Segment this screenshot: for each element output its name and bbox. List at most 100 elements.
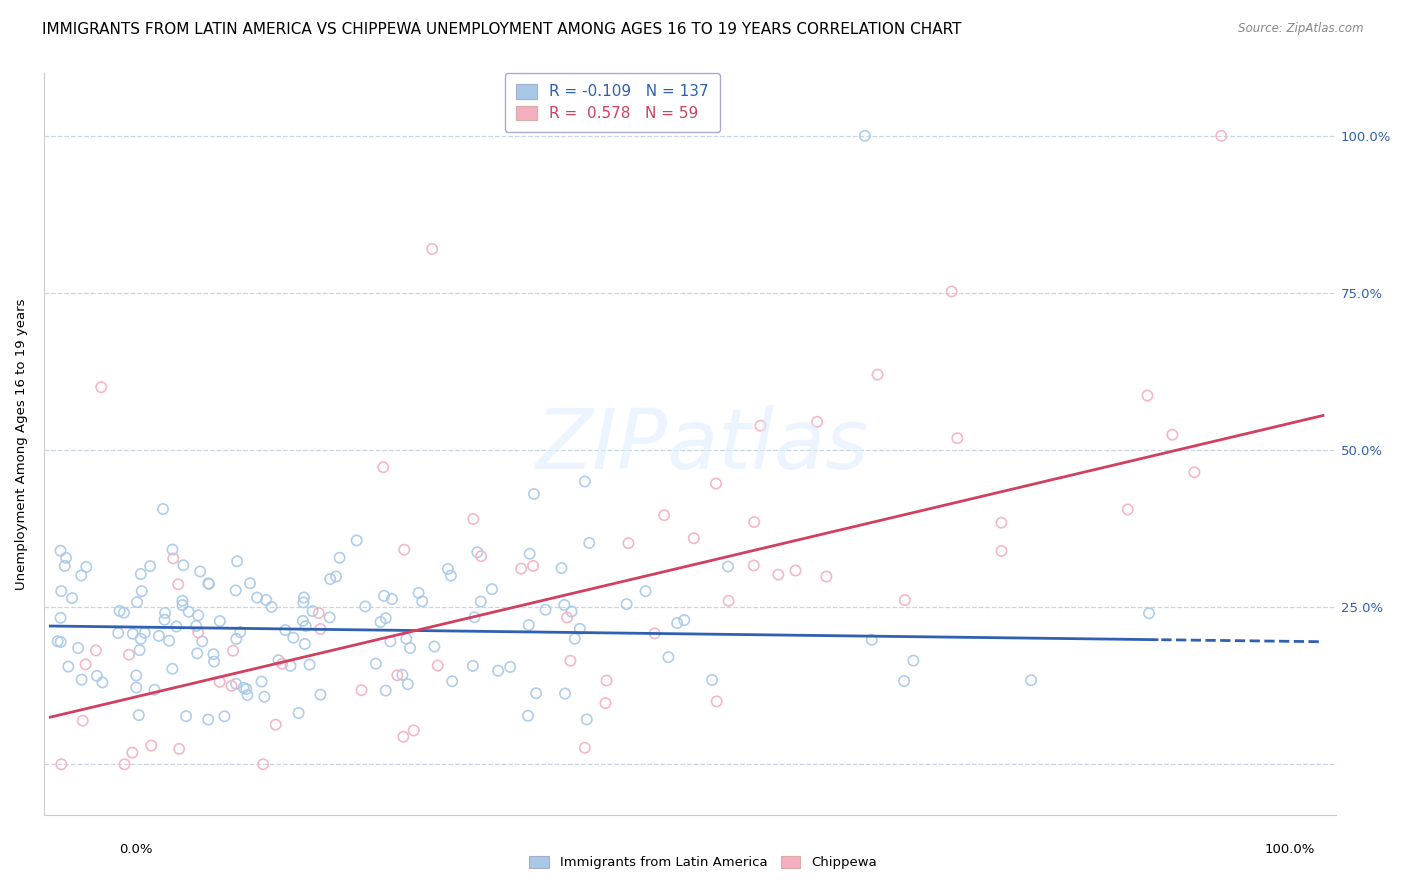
Point — [564, 632, 586, 646]
Point — [742, 558, 765, 573]
Point — [271, 657, 294, 671]
Point — [522, 558, 544, 573]
Point — [250, 674, 273, 689]
Point — [202, 655, 225, 669]
Point — [214, 709, 236, 723]
Point — [517, 708, 540, 723]
Point — [129, 567, 152, 582]
Point — [373, 589, 395, 603]
Point — [51, 757, 73, 772]
Point — [60, 591, 83, 605]
Point — [114, 757, 136, 772]
Point — [197, 713, 219, 727]
Point — [283, 631, 305, 645]
Point — [75, 657, 97, 672]
Point — [354, 599, 377, 614]
Point — [560, 654, 582, 668]
Point — [463, 512, 485, 526]
Point — [264, 717, 287, 731]
Point — [225, 583, 247, 598]
Point — [364, 657, 387, 671]
Point — [325, 569, 347, 583]
Point — [70, 673, 93, 687]
Point — [51, 584, 73, 599]
Point — [202, 647, 225, 661]
Point — [187, 625, 209, 640]
Point — [309, 688, 332, 702]
Point — [236, 688, 259, 702]
Point — [704, 476, 727, 491]
Point — [280, 658, 302, 673]
Point — [1211, 128, 1233, 143]
Point — [125, 681, 148, 695]
Point — [470, 594, 492, 608]
Point — [519, 547, 541, 561]
Point — [370, 615, 392, 629]
Point — [524, 686, 547, 700]
Point — [464, 610, 486, 624]
Point — [574, 740, 596, 755]
Point — [717, 559, 740, 574]
Point — [254, 593, 277, 607]
Point — [118, 648, 141, 662]
Point — [990, 516, 1012, 530]
Point — [555, 610, 578, 624]
Point — [143, 682, 166, 697]
Legend: R = -0.109   N = 137, R =  0.578   N = 59: R = -0.109 N = 137, R = 0.578 N = 59 — [505, 73, 720, 132]
Point — [229, 625, 252, 640]
Point — [186, 646, 208, 660]
Point — [221, 679, 243, 693]
Point — [198, 577, 221, 591]
Point — [373, 460, 395, 475]
Point — [717, 594, 740, 608]
Point — [550, 561, 572, 575]
Point — [396, 677, 419, 691]
Point — [575, 713, 598, 727]
Point — [666, 615, 689, 630]
Point — [172, 598, 194, 612]
Point — [318, 610, 340, 624]
Point — [381, 592, 404, 607]
Point — [172, 558, 194, 573]
Point — [127, 595, 149, 609]
Point — [1136, 388, 1159, 402]
Point — [616, 597, 638, 611]
Point — [134, 625, 156, 640]
Point — [152, 502, 174, 516]
Point — [554, 687, 576, 701]
Point — [392, 730, 415, 744]
Point — [186, 619, 208, 633]
Point — [49, 635, 72, 649]
Point — [815, 569, 838, 583]
Point — [617, 536, 640, 550]
Point — [58, 659, 80, 673]
Point — [440, 568, 463, 582]
Text: IMMIGRANTS FROM LATIN AMERICA VS CHIPPEWA UNEMPLOYMENT AMONG AGES 16 TO 19 YEARS: IMMIGRANTS FROM LATIN AMERICA VS CHIPPEW… — [42, 22, 962, 37]
Point — [70, 568, 93, 582]
Point — [510, 561, 533, 575]
Point — [84, 643, 107, 657]
Point — [578, 536, 600, 550]
Point — [131, 584, 153, 599]
Point — [172, 594, 194, 608]
Point — [162, 662, 184, 676]
Point — [112, 606, 135, 620]
Point — [700, 673, 723, 687]
Point — [53, 558, 76, 573]
Point — [260, 599, 283, 614]
Point — [162, 542, 184, 557]
Point — [420, 242, 443, 256]
Point — [225, 632, 247, 646]
Point — [1019, 673, 1042, 688]
Point — [309, 622, 332, 636]
Point — [167, 577, 190, 591]
Point — [465, 545, 488, 559]
Point — [174, 709, 197, 723]
Point — [426, 658, 449, 673]
Point — [177, 605, 200, 619]
Point — [1161, 427, 1184, 442]
Point — [166, 619, 188, 633]
Point — [411, 594, 433, 608]
Point — [75, 560, 97, 574]
Point — [893, 673, 915, 688]
